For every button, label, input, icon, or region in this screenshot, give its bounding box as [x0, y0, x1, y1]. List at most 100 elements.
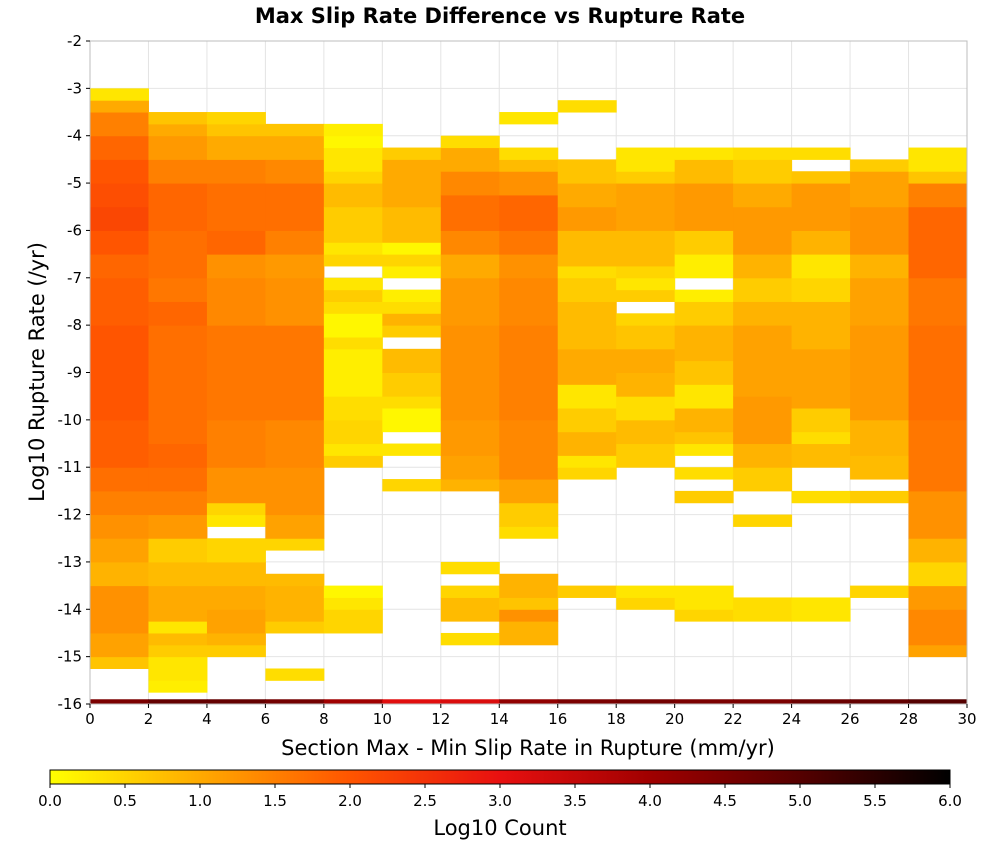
heatmap-cell	[90, 100, 149, 113]
heatmap-cell	[90, 206, 149, 231]
heatmap-cell	[206, 419, 266, 468]
heatmap-cell	[265, 621, 325, 634]
heatmap-cell	[206, 585, 266, 610]
heatmap-cell	[908, 609, 968, 646]
heatmap-cell	[616, 147, 676, 172]
heatmap-cell	[206, 632, 266, 646]
heatmap-cell	[265, 254, 325, 279]
y-axis-ticks: -2 -3 -4 -5 -6 -7 -8 -9 -10 -11 -12 -13 -14 -15 -16	[58, 32, 90, 713]
colorbar-tick-label: 3.5	[563, 792, 587, 810]
heatmap-cell	[206, 502, 266, 516]
heatmap-cell	[733, 147, 793, 160]
heatmap-cell	[850, 159, 910, 172]
heatmap-cell	[908, 644, 968, 658]
heatmap-cell	[616, 289, 676, 302]
heatmap-cell	[382, 265, 442, 279]
y-tick-label: -15	[58, 648, 83, 666]
y-tick-label: -10	[58, 411, 83, 429]
heatmap-cell	[616, 325, 676, 350]
colorbar-tick-label: 1.5	[263, 792, 287, 810]
heatmap-cell	[90, 159, 149, 184]
heatmap-cell	[850, 585, 910, 598]
heatmap-cell	[616, 348, 676, 373]
heatmap-cell	[90, 561, 149, 587]
heatmap-cell	[90, 419, 149, 468]
heatmap-cell	[674, 443, 734, 456]
heatmap-cell	[557, 301, 617, 350]
heatmap-cell	[674, 159, 734, 184]
heatmap-cell	[323, 585, 383, 598]
heatmap-cell	[148, 325, 208, 445]
heatmap-cell	[674, 230, 734, 255]
heatmap-cell	[382, 301, 442, 314]
heatmap-cell	[499, 254, 559, 279]
x-axis-label: Section Max - Min Slip Rate in Rupture (…	[281, 736, 775, 760]
heatmap-cell-bottom	[557, 699, 617, 704]
heatmap-cell	[733, 325, 793, 397]
heatmap-cell	[206, 609, 266, 634]
heatmap-cell	[265, 419, 325, 468]
heatmap-cell	[616, 183, 676, 231]
heatmap-cell	[323, 396, 383, 421]
heatmap-cell	[440, 230, 500, 255]
colorbar-ticks: 0.0 0.5 1.0 1.5 2.0 2.5 3.0 3.5 4.0 4.5 5.0 5.5 6.0	[38, 784, 962, 810]
heatmap-cell	[206, 112, 266, 125]
x-tick-label: 6	[261, 710, 271, 728]
colorbar-tick-label: 5.0	[788, 792, 812, 810]
heatmap-cell	[323, 348, 383, 397]
heatmap-cell	[148, 301, 208, 326]
heatmap-cell	[265, 230, 325, 255]
heatmap-cell	[850, 277, 910, 326]
heatmap-cell	[440, 455, 500, 480]
heatmap-cell	[557, 206, 617, 231]
heatmap-cell	[440, 597, 500, 622]
heatmap-cell	[265, 123, 325, 137]
heatmap-cell	[791, 147, 851, 160]
heatmap-cell	[791, 183, 851, 231]
heatmap-cell-bottom	[499, 699, 559, 704]
heatmap-cell	[499, 573, 559, 598]
heatmap-cell	[148, 514, 208, 539]
heatmap-cell-bottom	[733, 699, 793, 704]
heatmap-cell-bottom	[440, 699, 500, 704]
heatmap-cell	[674, 254, 734, 279]
x-tick-label: 22	[724, 710, 743, 728]
x-tick-label: 20	[665, 710, 684, 728]
heatmap-cell-bottom	[850, 699, 910, 704]
heatmap-cell	[557, 100, 617, 113]
heatmap-cell	[791, 431, 851, 445]
heatmap-cell	[557, 408, 617, 433]
heatmap-cell	[90, 656, 149, 669]
heatmap-cell	[206, 538, 266, 563]
heatmap-cell	[499, 597, 559, 610]
bottom-row-cells	[90, 699, 968, 704]
y-tick-label: -8	[67, 316, 82, 334]
heatmap-cell	[90, 88, 149, 101]
x-tick-label: 24	[782, 710, 801, 728]
heatmap-cell	[206, 561, 266, 587]
heatmap-cell	[148, 680, 208, 693]
heatmap-cell	[265, 585, 325, 622]
heatmap-cell	[733, 597, 793, 622]
heatmap-cell	[616, 313, 676, 326]
heatmap-cell-bottom	[616, 699, 676, 704]
heatmap-cell	[440, 171, 500, 196]
heatmap-cell	[90, 325, 149, 421]
y-tick-label: -7	[67, 269, 82, 287]
heatmap-cell	[791, 230, 851, 255]
heatmap-cell	[323, 277, 383, 291]
colorbar-label: Log10 Count	[433, 816, 566, 840]
heatmap-cell	[148, 490, 208, 516]
heatmap-cell	[733, 254, 793, 279]
y-tick-label: -3	[67, 79, 82, 97]
x-tick-label: 2	[144, 710, 154, 728]
heatmap-cell	[733, 514, 793, 527]
heatmap-cell	[148, 632, 208, 646]
heatmap-cell	[850, 490, 910, 504]
heatmap-cell	[674, 325, 734, 362]
heatmap-cell	[674, 147, 734, 160]
heatmap-cell	[499, 159, 559, 172]
heatmap-cell	[382, 147, 442, 160]
x-tick-label: 12	[431, 710, 450, 728]
heatmap-cell	[148, 159, 208, 184]
